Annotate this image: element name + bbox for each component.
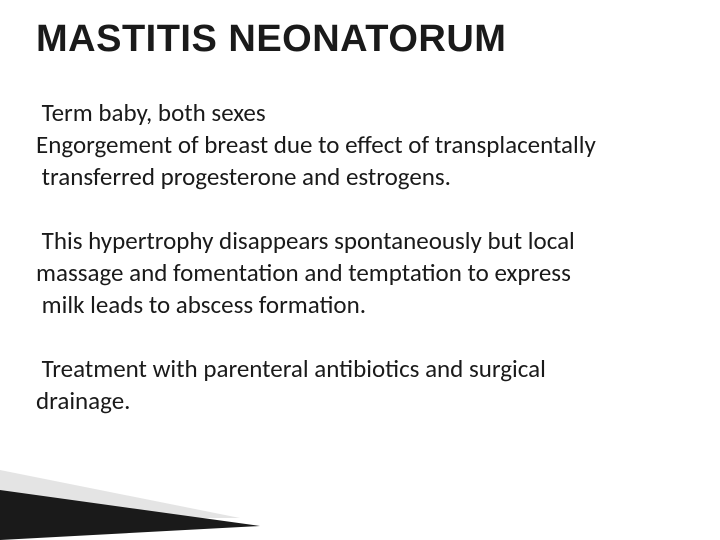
slide: MASTITIS NEONATORUM Term baby, both sexe… [0,0,720,540]
page-title: MASTITIS NEONATORUM [36,18,690,61]
text-line: Engorgement of breast due to effect of t… [36,129,690,161]
text-line: transferred progesterone and estrogens. [36,161,690,193]
paragraph-3: Treatment with parenteral antibiotics an… [36,353,690,417]
accent-tint [0,470,240,518]
body-text: Term baby, both sexes Engorgement of bre… [36,97,690,417]
text-line: milk leads to abscess formation. [36,289,690,321]
accent-wedge-icon [0,470,260,540]
text-line: drainage. [36,385,690,417]
text-line: Term baby, both sexes [36,97,690,129]
paragraph-2: This hypertrophy disappears spontaneousl… [36,225,690,321]
text-line: massage and fomentation and temptation t… [36,257,690,289]
text-line: Treatment with parenteral antibiotics an… [36,353,690,385]
accent-main [0,490,260,540]
paragraph-1: Term baby, both sexes Engorgement of bre… [36,97,690,193]
text-line: This hypertrophy disappears spontaneousl… [36,225,690,257]
